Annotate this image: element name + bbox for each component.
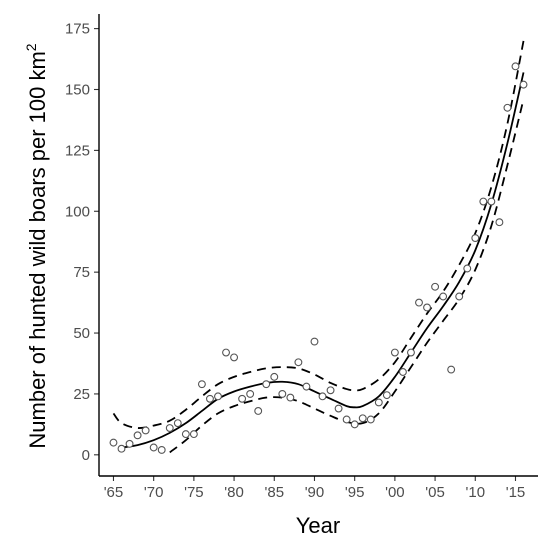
x-tick-label: '90 [305, 484, 325, 501]
data-point [173, 419, 182, 428]
data-point [407, 348, 415, 357]
x-tick-label: '75 [184, 484, 204, 501]
data-point [197, 380, 206, 389]
data-point [479, 197, 488, 206]
data-point [463, 264, 472, 273]
data-point [157, 445, 166, 454]
data-point [471, 234, 480, 243]
data-point [294, 358, 303, 367]
data-point [495, 218, 504, 227]
data-point [374, 398, 383, 407]
x-axis-title: Year [296, 513, 340, 538]
data-point [398, 368, 407, 376]
data-point [366, 415, 375, 424]
data-point [415, 298, 423, 307]
data-point [487, 197, 496, 206]
data-point [382, 391, 391, 400]
data-point [133, 431, 142, 440]
data-point [109, 438, 118, 447]
y-tick-label: 25 [73, 386, 90, 403]
data-point [439, 292, 448, 301]
data-point [503, 103, 512, 112]
data-point [447, 365, 456, 374]
y-tick-label: 0 [82, 447, 90, 464]
y-tick-label: 175 [65, 21, 90, 38]
y-axis-title-superscript: 2 [23, 43, 39, 51]
y-tick-label: 150 [65, 81, 90, 98]
data-point [278, 389, 287, 398]
y-tick-label: 100 [65, 203, 90, 220]
x-tick-label: '00 [385, 484, 405, 501]
data-point [423, 303, 431, 312]
data-point [350, 420, 359, 429]
x-axis-ticks: '65 '70 '75 '80 '85 '90 '95 '00 '05 '10 '15 [104, 476, 526, 501]
data-point [302, 382, 311, 391]
data-point [318, 392, 327, 401]
data-point [181, 430, 190, 439]
data-point [310, 337, 319, 346]
x-tick-label: '80 [224, 484, 244, 501]
x-tick-label: '70 [144, 484, 164, 501]
data-point [117, 444, 126, 453]
data-point [206, 394, 214, 403]
data-point [270, 372, 279, 381]
data-point [254, 407, 263, 415]
data-point [141, 426, 150, 435]
ci-upper-line [112, 40, 525, 429]
data-point [390, 348, 399, 357]
data-point [286, 393, 295, 402]
data-point [262, 380, 271, 389]
x-tick-label: '95 [345, 484, 365, 501]
y-tick-label: 125 [65, 142, 90, 159]
data-point [246, 389, 255, 398]
data-point [214, 392, 222, 401]
data-points [109, 62, 528, 454]
x-tick-label: '05 [425, 484, 445, 501]
data-point [230, 353, 239, 362]
y-axis-ticks: 0 25 50 75 100 125 150 175 [65, 21, 99, 464]
data-point [511, 62, 520, 71]
data-point [326, 386, 335, 395]
data-point [165, 424, 174, 432]
x-tick-label: '10 [466, 484, 486, 501]
data-point [189, 430, 198, 439]
y-axis-title: Number of hunted wild boars per 100 km2 [23, 43, 50, 448]
data-point [125, 439, 134, 448]
data-point [222, 348, 230, 357]
data-point [334, 404, 343, 413]
data-point [149, 443, 158, 452]
data-point [455, 292, 464, 301]
data-point [519, 80, 528, 89]
data-point [358, 414, 367, 423]
ci-lower-line [169, 99, 525, 454]
y-tick-label: 50 [73, 325, 90, 342]
data-point [238, 394, 247, 403]
y-axis-title-main: Number of hunted wild boars per 100 km [25, 51, 50, 448]
y-tick-label: 75 [73, 264, 90, 281]
x-tick-label: '65 [104, 484, 124, 501]
x-tick-label: '15 [506, 484, 526, 501]
data-point [431, 282, 440, 291]
fitted-curve [121, 72, 525, 449]
data-point [342, 415, 351, 424]
confidence-interval-lines [112, 40, 525, 454]
x-tick-label: '85 [264, 484, 284, 501]
